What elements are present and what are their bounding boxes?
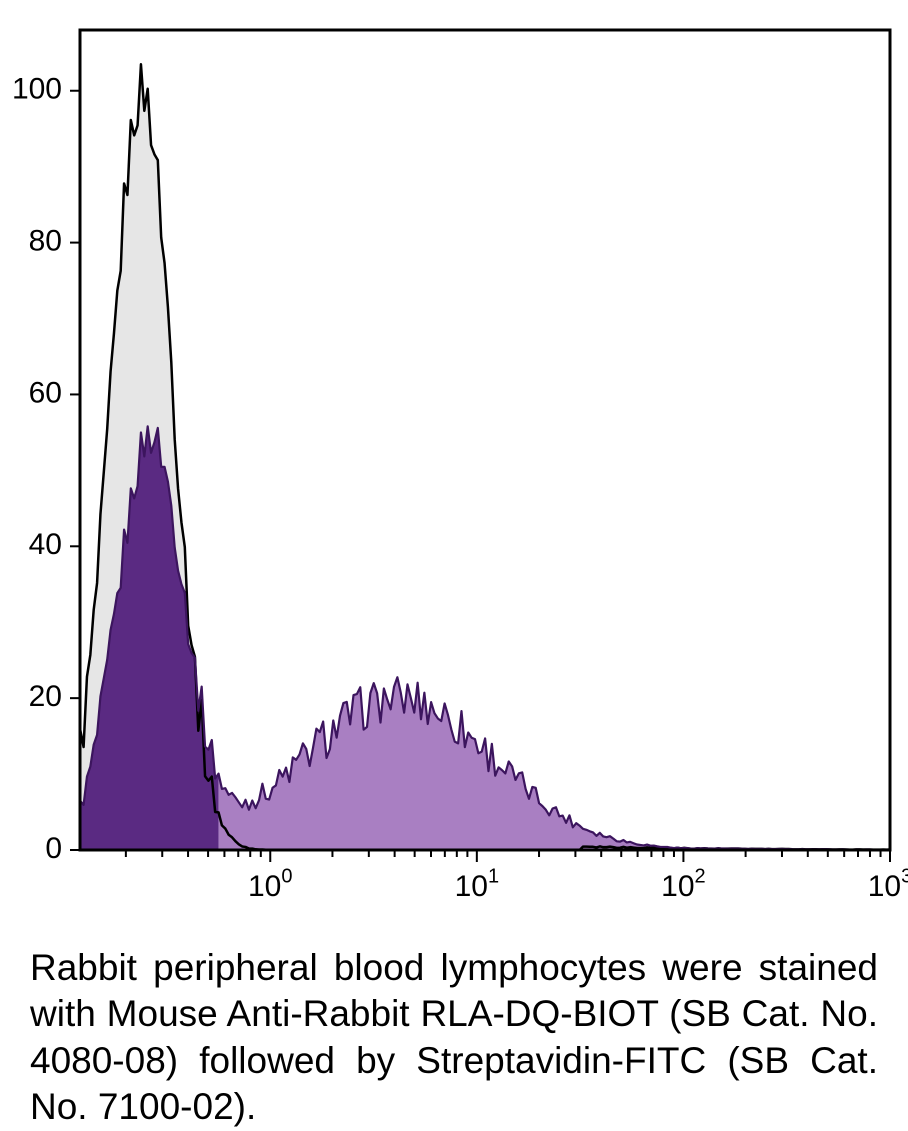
- svg-text:101: 101: [455, 866, 500, 904]
- chart-svg: 0 20 40 60 80 100 100 101 102 103: [0, 0, 908, 920]
- svg-text:60: 60: [29, 376, 62, 409]
- histogram-chart: 0 20 40 60 80 100 100 101 102 103: [0, 0, 908, 920]
- svg-text:80: 80: [29, 225, 62, 258]
- svg-text:20: 20: [29, 680, 62, 713]
- svg-text:102: 102: [661, 866, 706, 904]
- figure-caption: Rabbit peripheral blood lymphocytes were…: [30, 945, 878, 1130]
- svg-text:0: 0: [45, 832, 62, 865]
- svg-text:100: 100: [248, 866, 293, 904]
- svg-text:40: 40: [29, 528, 62, 561]
- svg-text:103: 103: [868, 866, 908, 904]
- svg-text:100: 100: [12, 73, 62, 106]
